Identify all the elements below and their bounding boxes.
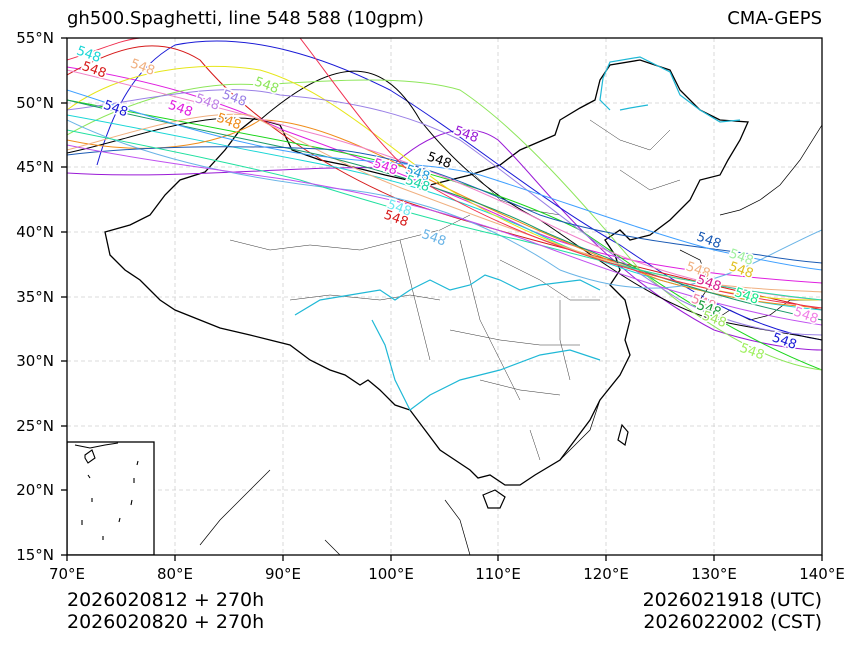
lat-tick-label: 20°N [16, 481, 54, 499]
init-time-line1: 2026020812 + 270h [67, 589, 265, 611]
lat-tick-label: 55°N [16, 29, 54, 47]
contour-label: 548 [700, 309, 728, 332]
contour-label: 548 [193, 91, 221, 114]
contour-label: 548 [695, 230, 723, 253]
contour-label: 548 [695, 272, 723, 295]
taiwan-island [617, 423, 629, 447]
lon-tick-label: 120°E [583, 565, 629, 583]
contour-label: 548 [371, 156, 399, 179]
rivers [294, 56, 741, 411]
contour-label: 548 [452, 124, 480, 147]
contour-label: 548 [738, 341, 766, 364]
lat-tick-label: 30°N [16, 352, 54, 370]
chart-title: gh500.Spaghetti, line 548 588 (10gpm) [67, 8, 424, 29]
init-time-line2: 2026020820 + 270h [67, 611, 265, 633]
lon-tick-label: 110°E [475, 565, 521, 583]
province-borders [229, 119, 681, 461]
lon-tick-label: 90°E [264, 565, 302, 583]
lon-tick-label: 140°E [799, 565, 845, 583]
contour-label: 548 [220, 87, 248, 110]
china-border [104, 59, 749, 486]
lat-tick-label: 15°N [16, 546, 54, 564]
lon-tick-label: 70°E [48, 565, 86, 583]
coastline [199, 124, 822, 555]
lat-tick-label: 35°N [16, 288, 54, 306]
lat-tick-label: 40°N [16, 223, 54, 241]
lat-tick-label: 45°N [16, 158, 54, 176]
south-china-sea-inset [67, 441, 155, 555]
lon-tick-label: 130°E [691, 565, 737, 583]
axis-ticks [61, 37, 823, 561]
contour-label: 548 [419, 227, 447, 250]
valid-time-utc: 2026021918 (UTC) [642, 589, 822, 611]
init-time-block: 2026020812 + 270h 2026020820 + 270h [67, 589, 264, 633]
valid-time-cst: 2026022002 (CST) [643, 611, 822, 633]
valid-time-block: 2026021918 (UTC) 2026022002 (CST) [643, 589, 822, 633]
contour-label: 548 [166, 98, 194, 121]
lon-tick-label: 100°E [368, 565, 414, 583]
lon-tick-label: 80°E [156, 565, 194, 583]
model-name: CMA-GEPS [727, 8, 822, 29]
lat-tick-label: 25°N [16, 417, 54, 435]
inset-islands [81, 460, 139, 540]
contour-label: 548 [252, 75, 280, 98]
contour-label: 548 [128, 56, 156, 79]
lat-tick-label: 50°N [16, 94, 54, 112]
contour-label: 548 [80, 59, 108, 82]
spaghetti-contours [67, 38, 822, 371]
hainan-island [482, 489, 506, 509]
inset-coastline [74, 442, 119, 464]
